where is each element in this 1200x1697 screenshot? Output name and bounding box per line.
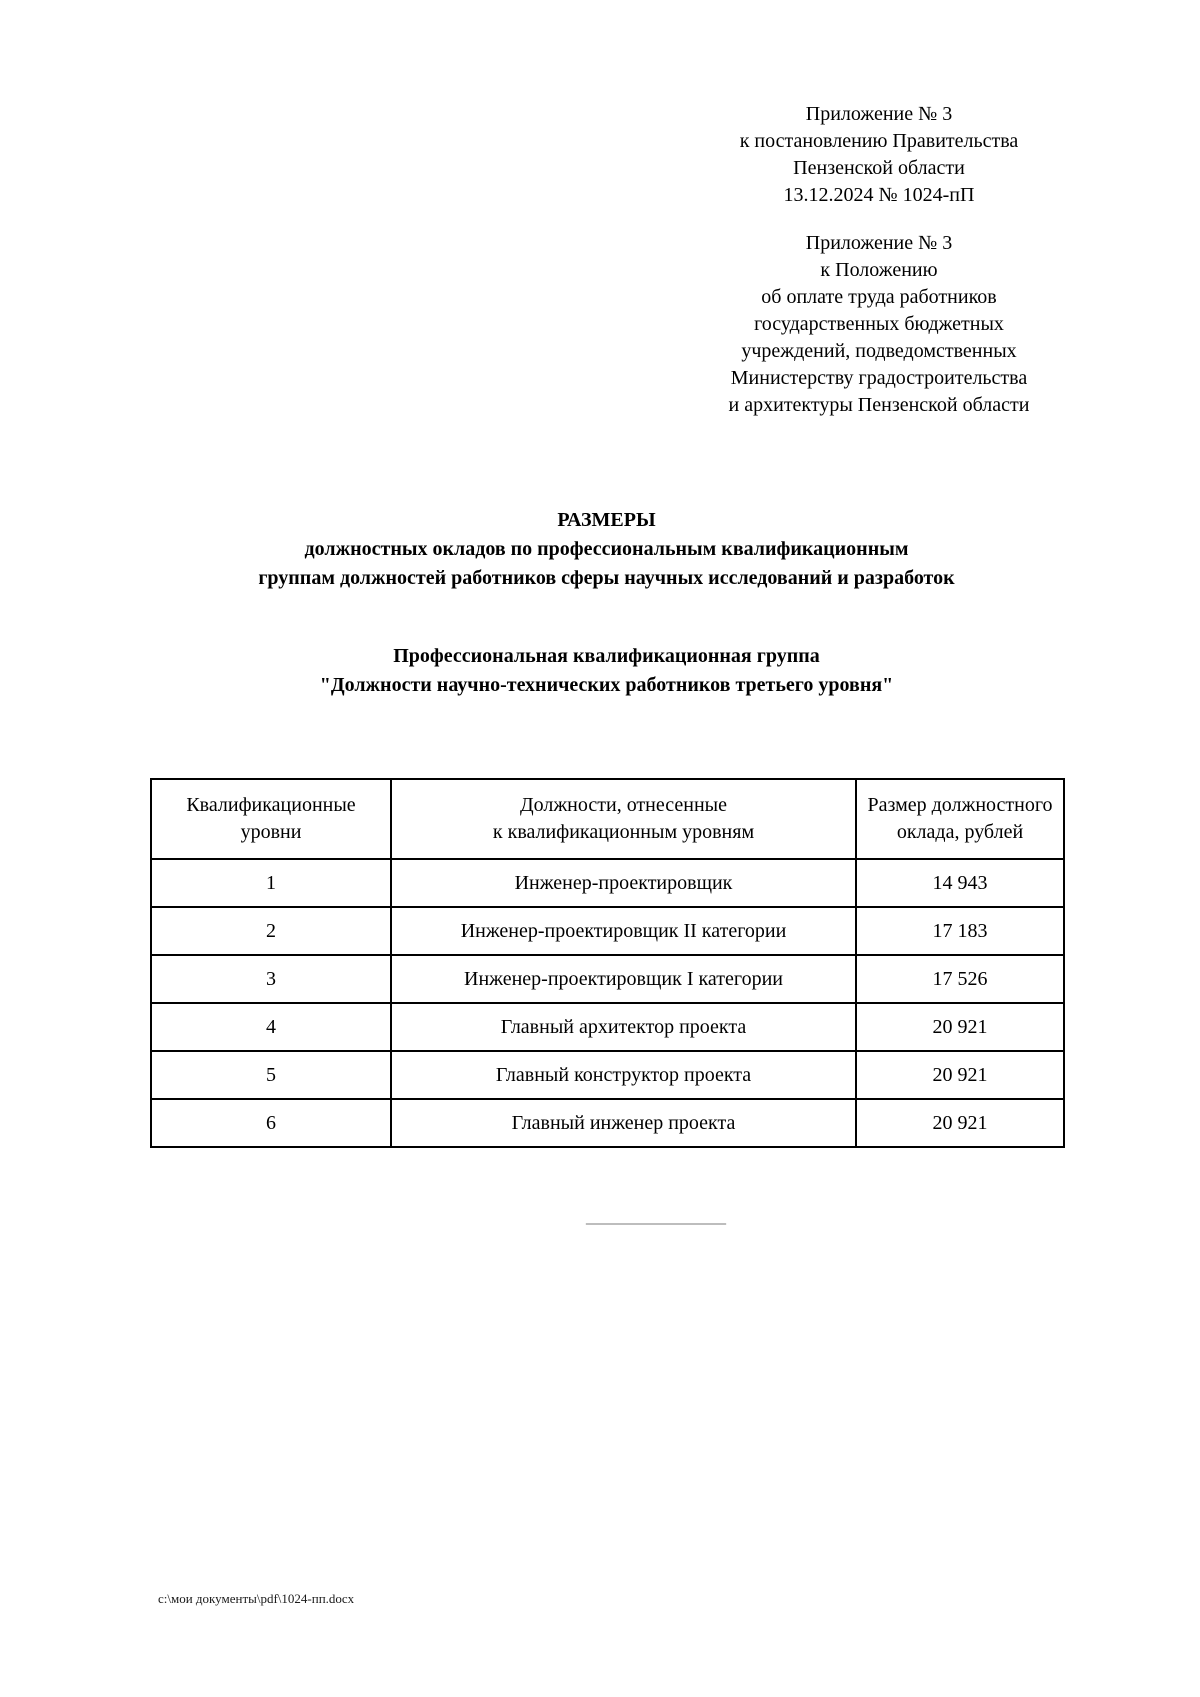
cell-salary: 20 921: [855, 1002, 1065, 1052]
table-row: 2 Инженер-проектировщик II категории 17 …: [150, 906, 1065, 956]
table-header-row: Квалификационные уровни Должности, отнес…: [150, 778, 1065, 860]
header-line: Должности, отнесенные: [520, 794, 727, 816]
file-path-footer: с:\мои документы\pdf\1024-пп.docx: [158, 1591, 355, 1606]
stamp-line: государственных бюджетных: [754, 313, 1004, 335]
document-title: РАЗМЕРЫ должностных окладов по профессио…: [150, 506, 1063, 593]
stamp-line: Приложение № 3: [805, 103, 953, 125]
header-line: Размер должностного: [867, 794, 1053, 816]
cell-position: Главный конструктор проекта: [390, 1050, 857, 1100]
header-line: оклада, рублей: [896, 821, 1024, 843]
stamp-line: Министерству градостроительства: [730, 367, 1028, 389]
separator-line: ______________: [586, 1205, 726, 1227]
table-row: 5 Главный конструктор проекта 20 921: [150, 1050, 1065, 1100]
stamp-line: учреждений, подведомственных: [741, 340, 1017, 362]
cell-position: Инженер-проектировщик: [390, 858, 857, 908]
cell-level: 2: [150, 906, 392, 956]
stamp-line: и архитектуры Пензенской области: [728, 394, 1030, 416]
table-row: 1 Инженер-проектировщик 14 943: [150, 858, 1065, 908]
column-header-qualification-levels: Квалификационные уровни: [150, 778, 392, 860]
cell-position: Главный инженер проекта: [390, 1098, 857, 1148]
qualification-group-subtitle: Профессиональная квалификационная группа…: [150, 642, 1063, 700]
appendix-regulation-reference: Приложение № 3 к Положению об оплате тру…: [699, 230, 1059, 419]
title-line: группам должностей работников сферы науч…: [258, 567, 955, 589]
cell-position: Инженер-проектировщик I категории: [390, 954, 857, 1004]
cell-level: 4: [150, 1002, 392, 1052]
cell-level: 6: [150, 1098, 392, 1148]
appendix-decree-reference: Приложение № 3 к постановлению Правитель…: [699, 101, 1059, 209]
cell-position: Главный архитектор проекта: [390, 1002, 857, 1052]
subtitle-line: Профессиональная квалификационная группа: [393, 645, 820, 667]
cell-position: Инженер-проектировщик II категории: [390, 906, 857, 956]
cell-level: 3: [150, 954, 392, 1004]
table-row: 4 Главный архитектор проекта 20 921: [150, 1002, 1065, 1052]
stamp-line: Приложение № 3: [805, 232, 953, 254]
subtitle-line: "Должности научно-технических работников…: [319, 674, 894, 696]
title-line: РАЗМЕРЫ: [557, 509, 656, 531]
stamp-line: 13.12.2024 № 1024-пП: [783, 184, 975, 206]
header-line: уровни: [240, 821, 302, 843]
stamp-line: к Положению: [820, 259, 938, 281]
title-line: должностных окладов по профессиональным …: [304, 538, 909, 560]
cell-salary: 17 183: [855, 906, 1065, 956]
cell-level: 1: [150, 858, 392, 908]
cell-salary: 17 526: [855, 954, 1065, 1004]
table-row: 3 Инженер-проектировщик I категории 17 5…: [150, 954, 1065, 1004]
stamp-line: к постановлению Правительства: [739, 130, 1019, 152]
salary-table: Квалификационные уровни Должности, отнес…: [150, 778, 1065, 1148]
column-header-salary: Размер должностного оклада, рублей: [855, 778, 1065, 860]
column-header-positions: Должности, отнесенные к квалификационным…: [390, 778, 857, 860]
cell-salary: 20 921: [855, 1050, 1065, 1100]
cell-salary: 14 943: [855, 858, 1065, 908]
header-line: Квалификационные: [186, 794, 356, 816]
header-line: к квалификационным уровням: [492, 821, 755, 843]
stamp-line: об оплате труда работников: [761, 286, 997, 308]
cell-salary: 20 921: [855, 1098, 1065, 1148]
table-row: 6 Главный инженер проекта 20 921: [150, 1098, 1065, 1148]
cell-level: 5: [150, 1050, 392, 1100]
stamp-line: Пензенской области: [793, 157, 965, 179]
